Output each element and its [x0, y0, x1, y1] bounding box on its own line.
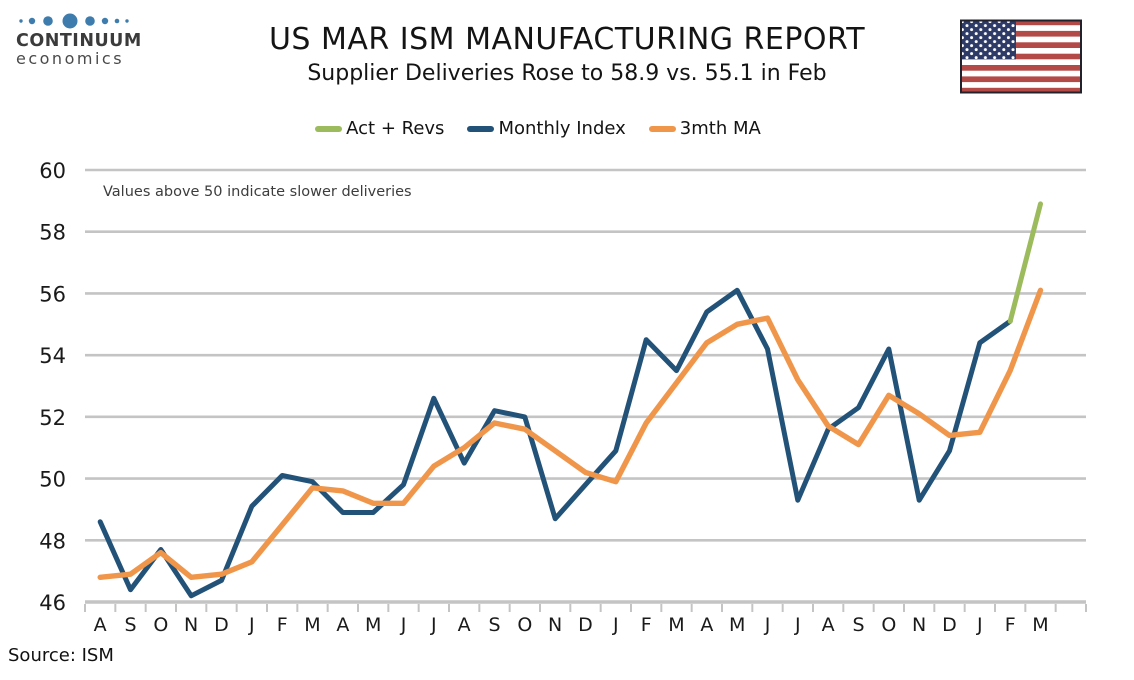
y-tick-label: 46	[39, 591, 66, 615]
series-monthly-index-line	[97, 287, 1013, 599]
y-tick-label: 54	[39, 344, 66, 368]
x-tick-label: O	[517, 614, 532, 636]
y-tick-label: 48	[39, 529, 66, 553]
x-tick-label: N	[912, 614, 926, 636]
x-tick-label: J	[400, 614, 407, 636]
logo-dots-icon	[19, 13, 129, 29]
x-tick-label: D	[214, 614, 229, 636]
x-tick-label: M	[1032, 614, 1048, 636]
x-tick-label: A	[336, 614, 349, 636]
us-flag-icon	[960, 19, 1082, 94]
x-tick-label: F	[641, 614, 652, 636]
y-tick-label: 60	[39, 159, 66, 183]
x-tick-label: M	[304, 614, 320, 636]
x-tick-label: J	[976, 614, 983, 636]
x-tick-label: J	[612, 614, 619, 636]
series-act-revs-line	[1007, 201, 1043, 324]
y-tick-label: 56	[39, 282, 66, 306]
chart-legend: Act + Revs Monthly Index 3mth MA	[0, 118, 1105, 139]
x-tick-label: D	[578, 614, 593, 636]
page-title: US MAR ISM MANUFACTURING REPORT	[268, 22, 866, 57]
chart-annotation: Values above 50 indicate slower deliveri…	[103, 184, 412, 200]
y-tick-label: 50	[39, 468, 66, 492]
x-tick-label: A	[822, 614, 835, 636]
x-tick-label: A	[458, 614, 471, 636]
legend-item-3mth-ma: 3mth MA	[648, 118, 761, 139]
x-tick-label: S	[124, 614, 136, 636]
x-tick-label: N	[548, 614, 562, 636]
logo-text-continuum: CONTINUUM	[16, 31, 142, 51]
source-note: Source: ISM	[8, 645, 114, 666]
y-tick-label: 52	[39, 406, 66, 430]
x-tick-label: N	[184, 614, 198, 636]
legend-swatch-icon	[648, 125, 676, 132]
header: US MAR ISM MANUFACTURING REPORT Supplier…	[32, 22, 1102, 86]
x-tick-label: M	[365, 614, 381, 636]
legend-swatch-icon	[315, 125, 343, 132]
x-tick-label: A	[700, 614, 713, 636]
x-tick-label: J	[764, 614, 771, 636]
continuum-logo: CONTINUUM economics	[16, 10, 146, 69]
x-tick-label: S	[852, 614, 864, 636]
page-subtitle: Supplier Deliveries Rose to 58.9 vs. 55.…	[307, 61, 827, 86]
legend-item-monthly-index: Monthly Index	[467, 118, 626, 139]
x-tick-label: M	[668, 614, 684, 636]
legend-swatch-icon	[467, 125, 495, 132]
legend-label: Monthly Index	[498, 118, 626, 139]
legend-item-act-revs: Act + Revs	[315, 118, 444, 139]
x-tick-label: O	[153, 614, 168, 636]
legend-label: 3mth MA	[679, 118, 761, 139]
x-tick-label: S	[488, 614, 500, 636]
x-tick-label: O	[881, 614, 896, 636]
x-tick-label: A	[94, 614, 107, 636]
x-tick-label: J	[430, 614, 437, 636]
logo-text-economics: economics	[16, 49, 125, 69]
y-tick-label: 58	[39, 221, 66, 245]
legend-label: Act + Revs	[346, 118, 445, 139]
series-3mth-ma-line	[97, 287, 1044, 580]
x-tick-label: F	[1005, 614, 1016, 636]
x-tick-label: D	[942, 614, 957, 636]
x-tick-label: J	[248, 614, 255, 636]
x-tick-label: M	[729, 614, 745, 636]
x-tick-label: J	[794, 614, 801, 636]
x-tick-label: F	[277, 614, 288, 636]
